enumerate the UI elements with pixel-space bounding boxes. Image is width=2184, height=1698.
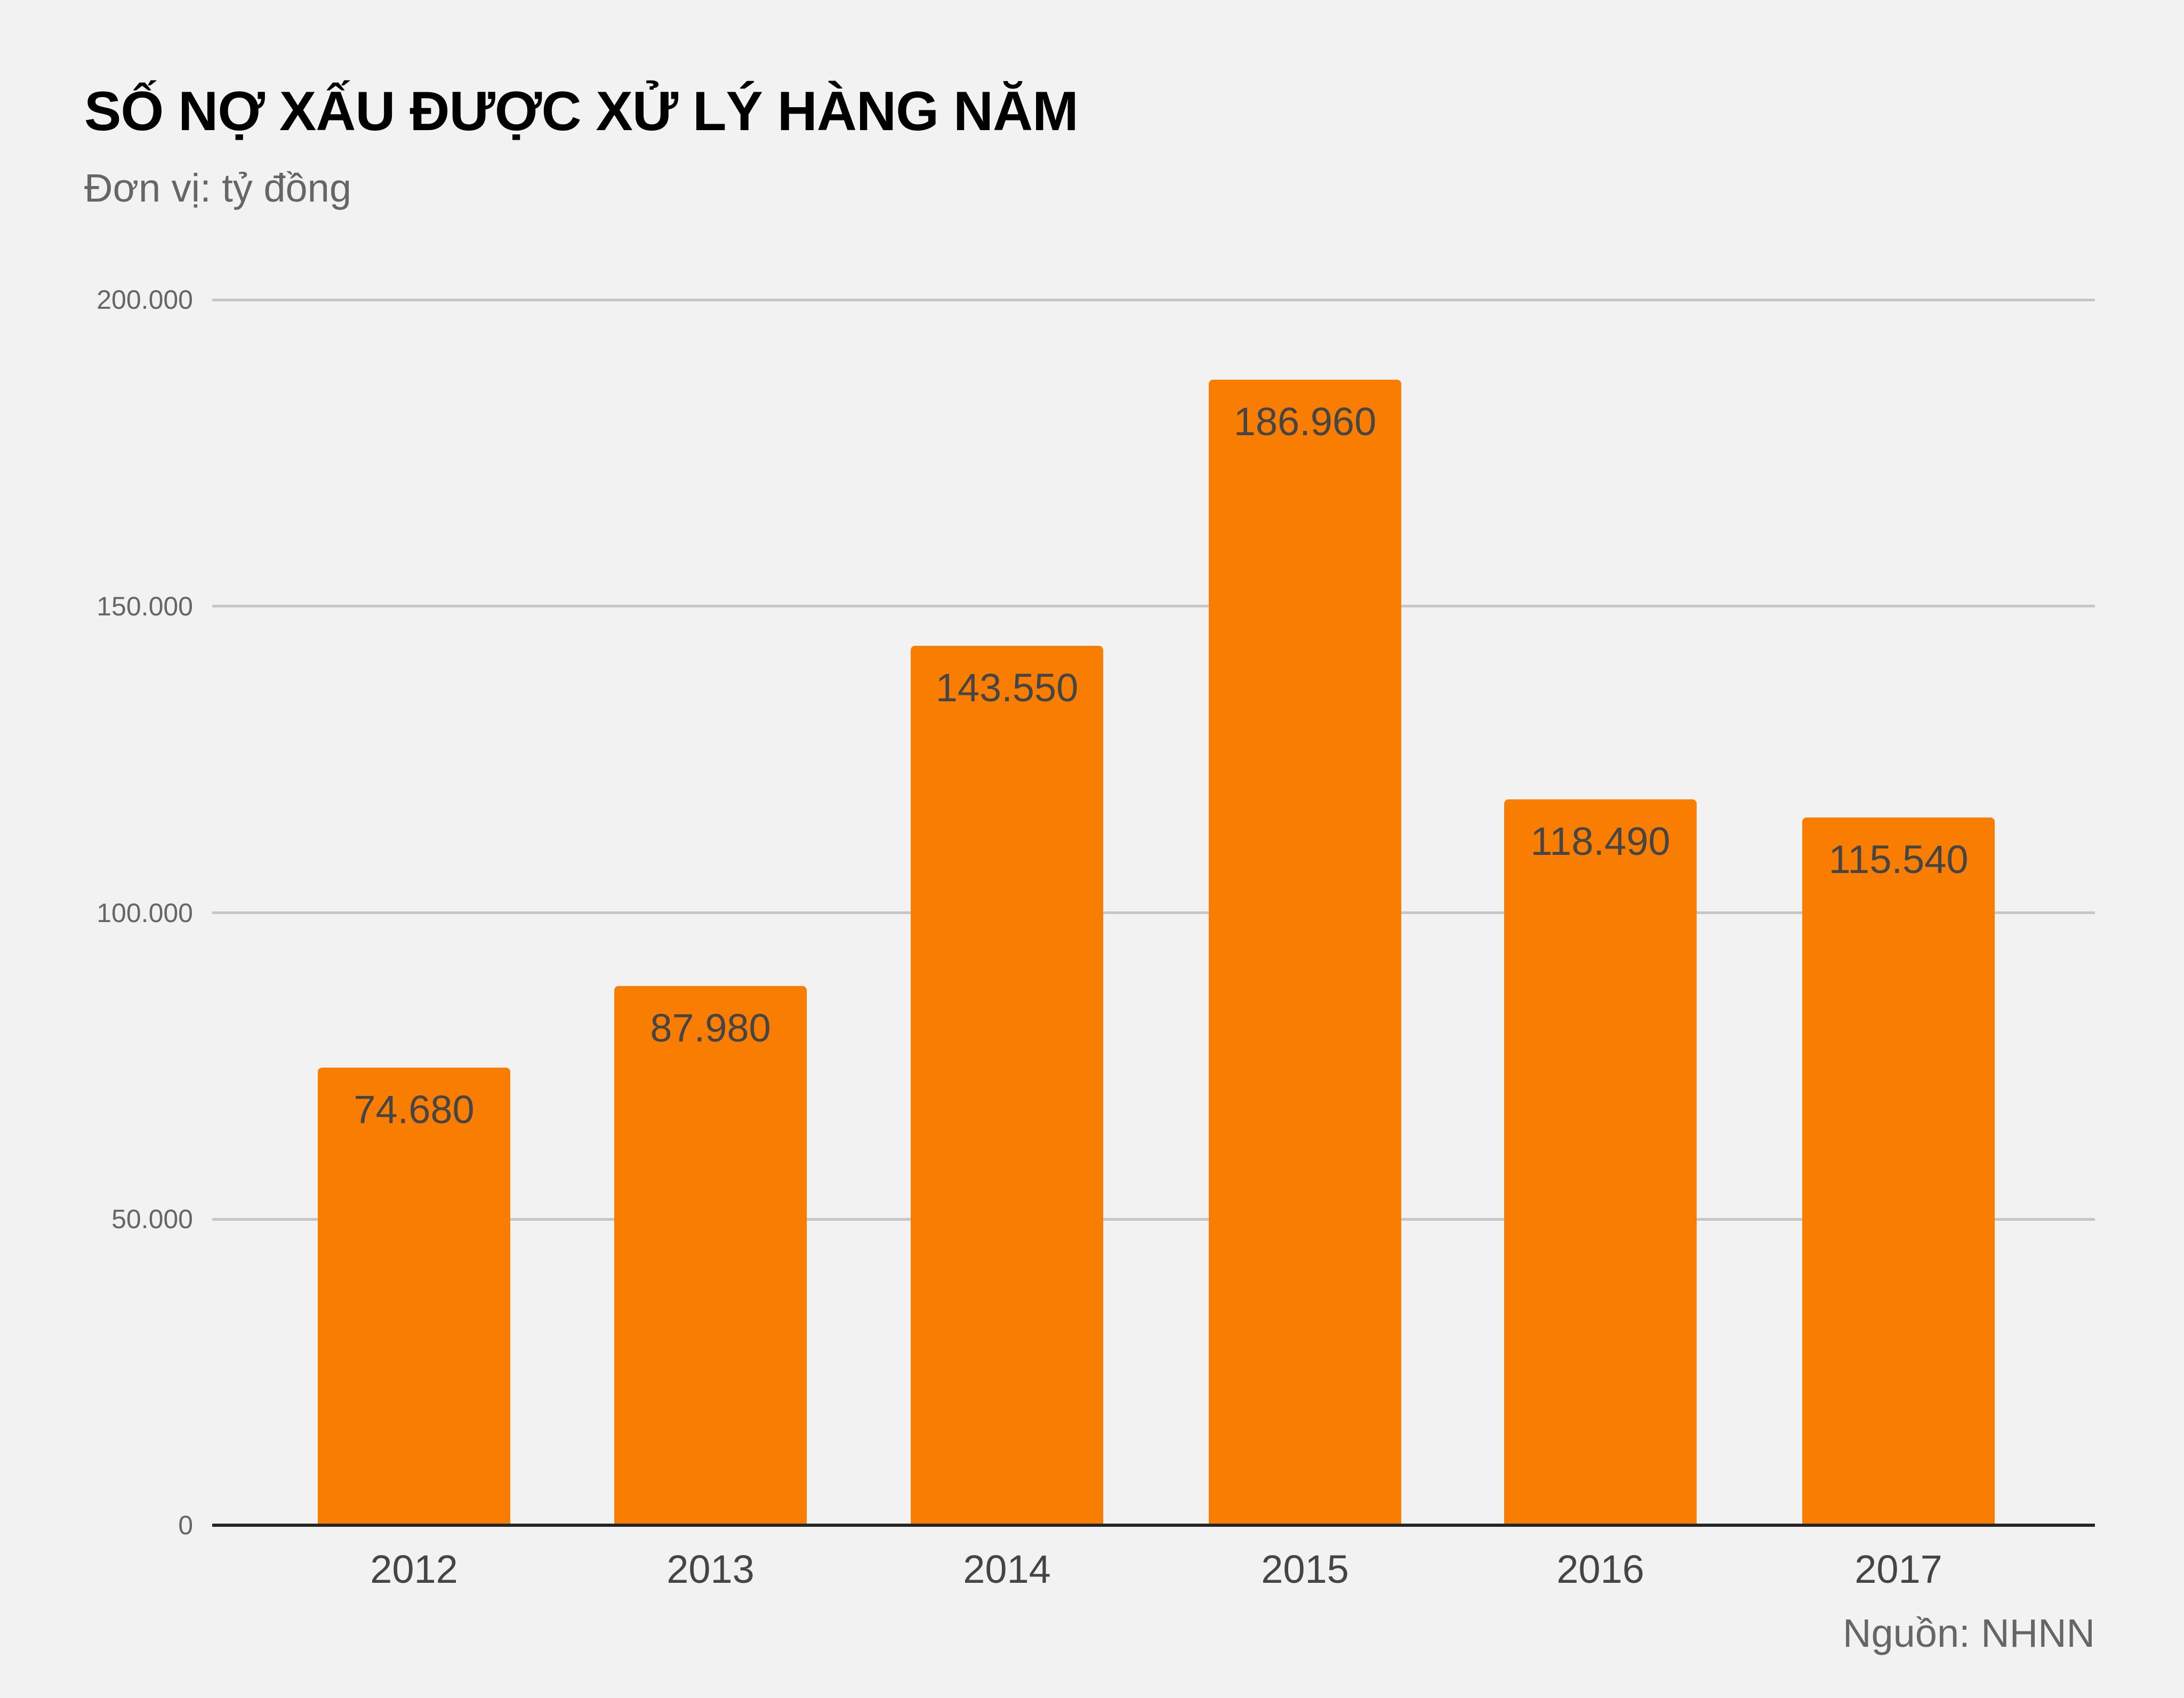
x-tick-2014: 2014 (963, 1547, 1051, 1591)
x-tick-2012: 2012 (370, 1547, 458, 1591)
gridline-50000 (212, 1218, 2095, 1221)
bar-value-label: 143.550 (935, 666, 1079, 710)
bar-value-label: 186.960 (1233, 399, 1377, 444)
gridline-150000 (212, 605, 2095, 607)
y-tick-0: 0 (178, 1510, 193, 1540)
chart-title: SỐ NỢ XẤU ĐƯỢC XỬ LÝ HÀNG NĂM (84, 81, 1079, 142)
gridline-200000 (212, 299, 2095, 301)
x-tick-2013: 2013 (667, 1547, 754, 1591)
x-tick-2015: 2015 (1261, 1547, 1349, 1591)
y-tick-100000: 100.000 (97, 898, 193, 928)
chart-subtitle: Đơn vị: tỷ đồng (84, 166, 351, 210)
y-tick-200000: 200.000 (97, 285, 193, 315)
bar-value-label: 87.980 (650, 1006, 771, 1050)
bar-value-label: 115.540 (1828, 837, 1969, 882)
bar-2013: 87.980 (614, 986, 807, 1525)
bar-value-label: 118.490 (1530, 819, 1671, 863)
x-axis-line (212, 1524, 2095, 1527)
bar-2012: 74.680 (318, 1068, 510, 1525)
source-note: Nguồn: NHNN (1843, 1611, 2095, 1655)
x-tick-2017: 2017 (1854, 1547, 1942, 1591)
bar-value-label: 74.680 (354, 1087, 475, 1132)
y-tick-150000: 150.000 (97, 591, 193, 621)
bar-2015: 186.960 (1209, 380, 1401, 1525)
gridline-100000 (212, 911, 2095, 914)
y-tick-50000: 50.000 (111, 1204, 193, 1234)
bar-2017: 115.540 (1802, 818, 1995, 1525)
bar-2014: 143.550 (911, 646, 1103, 1525)
x-tick-2016: 2016 (1556, 1547, 1644, 1591)
bar-2016: 118.490 (1504, 799, 1697, 1525)
plot-area: 74.680 87.980 143.550 186.960 118.490 11… (212, 299, 2095, 1527)
